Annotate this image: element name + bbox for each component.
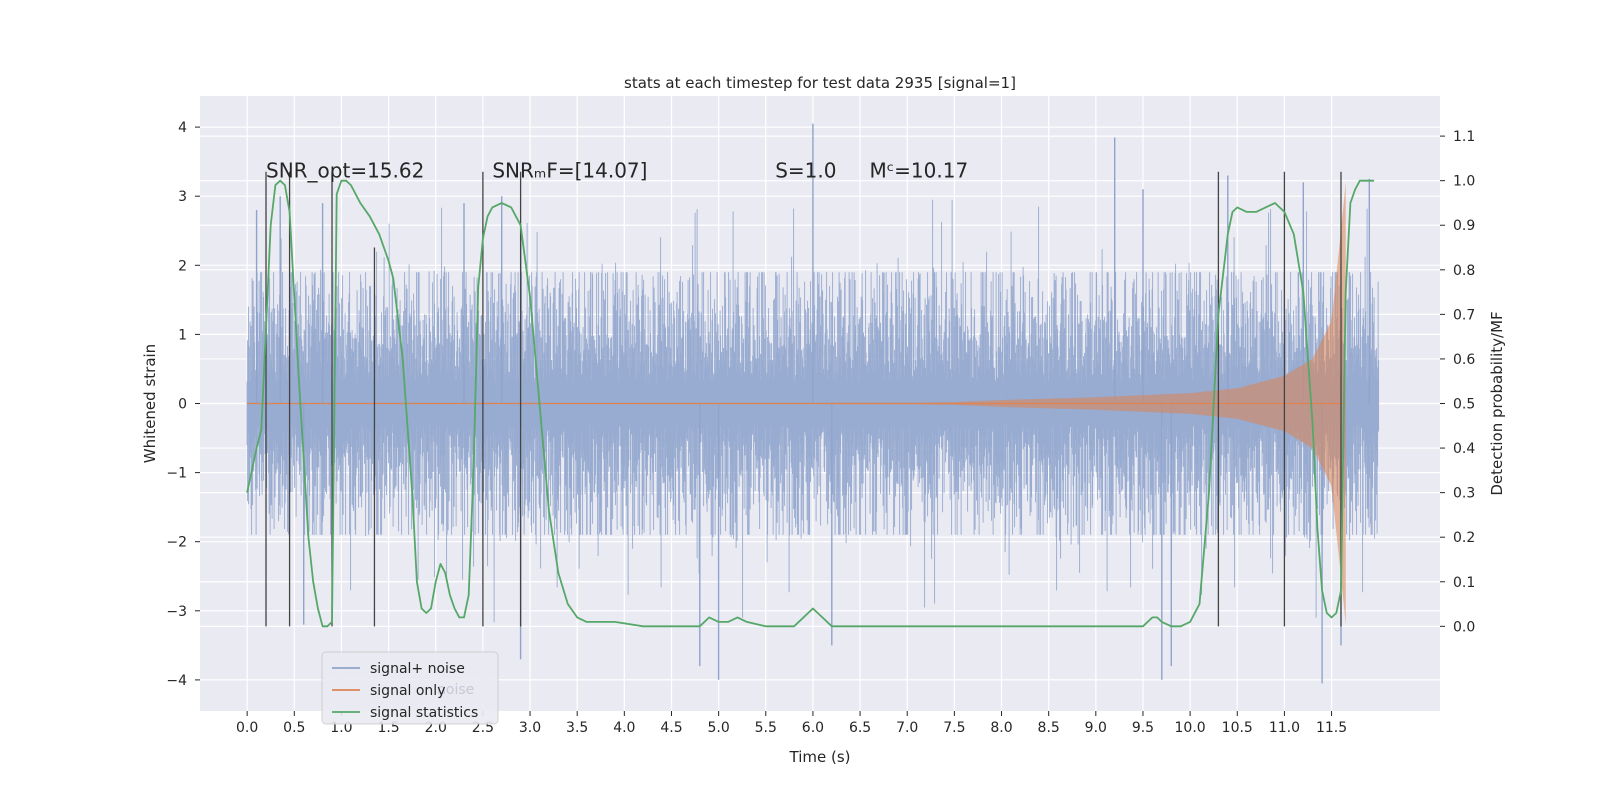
y-tick-label: 4 bbox=[178, 120, 187, 136]
x-tick-label: 9.5 bbox=[1132, 720, 1154, 736]
x-tick-label: 3.5 bbox=[566, 720, 588, 736]
y-axis-label: Whitened strain bbox=[141, 344, 159, 463]
y2-tick-label: 0.7 bbox=[1453, 307, 1475, 323]
y2-tick-label: 0.1 bbox=[1453, 575, 1475, 591]
y2-tick-label: 0.9 bbox=[1453, 218, 1475, 234]
y-tick-label: −4 bbox=[166, 673, 187, 689]
legend-label: signal+ noise bbox=[370, 661, 465, 677]
annotation-text: S=1.0 bbox=[775, 158, 836, 182]
y2-tick-label: 1.0 bbox=[1453, 174, 1475, 190]
y-tick-label: −3 bbox=[166, 604, 187, 620]
annotation-text: SNRₘF=[14.07] bbox=[492, 158, 647, 182]
y-tick-label: −2 bbox=[166, 535, 187, 551]
y2-axis-label: Detection probability/MF bbox=[1488, 311, 1506, 495]
x-tick-label: 7.5 bbox=[943, 720, 965, 736]
y2-tick-label: 0.3 bbox=[1453, 486, 1475, 502]
y-tick-label: 3 bbox=[178, 189, 187, 205]
y-tick-label: 1 bbox=[178, 327, 187, 343]
x-tick-label: 6.5 bbox=[849, 720, 871, 736]
x-tick-label: 6.0 bbox=[802, 720, 824, 736]
x-tick-label: 0.0 bbox=[236, 720, 258, 736]
y-tick-label: −1 bbox=[166, 466, 187, 482]
x-axis: 0.0 0.5 1.0 1.5 2.0 2.5 3.0 3.5 4.0 4.5 5.0 5.5 6.0 6… bbox=[236, 711, 1347, 736]
y2-tick-label: 0.2 bbox=[1453, 530, 1475, 546]
x-tick-label: 11.5 bbox=[1316, 720, 1347, 736]
x-tick-label: 10.5 bbox=[1222, 720, 1253, 736]
y2-tick-label: 1.1 bbox=[1453, 129, 1475, 145]
series-signal-only bbox=[247, 182, 1346, 625]
y2-tick-label: 0.5 bbox=[1453, 397, 1475, 413]
x-tick-label: 8.0 bbox=[990, 720, 1012, 736]
y2-tick-label: 0.0 bbox=[1453, 619, 1475, 635]
annotation-text: SNR_opt=15.62 bbox=[266, 158, 424, 182]
x-tick-label: 7.0 bbox=[896, 720, 918, 736]
y2-axis: 0.0 0.1 0.2 0.3 0.4 0.5 0.6 0.7 0.8 0.9 1.0 1.1 bbox=[1440, 129, 1475, 635]
y-tick-label: 0 bbox=[178, 397, 187, 413]
series-signal-noise bbox=[246, 123, 1380, 684]
x-tick-label: 4.0 bbox=[613, 720, 635, 736]
legend-box bbox=[321, 651, 499, 725]
y2-tick-label: 0.6 bbox=[1453, 352, 1475, 368]
y-tick-label: 2 bbox=[178, 258, 187, 274]
x-axis-label: Time (s) bbox=[789, 748, 851, 766]
x-tick-label: 8.5 bbox=[1038, 720, 1060, 736]
x-tick-label: 3.0 bbox=[519, 720, 541, 736]
x-tick-label: 11.0 bbox=[1269, 720, 1300, 736]
x-tick-label: 0.5 bbox=[283, 720, 305, 736]
legend-label: signal only bbox=[370, 683, 445, 699]
legend-label: signal statistics bbox=[370, 705, 478, 721]
y-axis: −4 −3 −2 −1 0 1 2 3 4 bbox=[166, 120, 200, 689]
x-tick-label: 10.0 bbox=[1175, 720, 1206, 736]
x-tick-label: 5.5 bbox=[755, 720, 777, 736]
annotations: SNR_opt=15.62 SNRₘF=[14.07] S=1.0 Mᶜ=10.17 bbox=[266, 158, 968, 182]
x-tick-label: 4.5 bbox=[660, 720, 682, 736]
series-signal-statistics bbox=[246, 179, 1374, 628]
legend-ghost-text: noise bbox=[437, 682, 474, 698]
chart-title: stats at each timestep for test data 293… bbox=[624, 74, 1016, 92]
x-tick-label: 5.0 bbox=[707, 720, 729, 736]
legend: noise signal+ noise signal only signal stat… bbox=[321, 651, 499, 725]
y2-tick-label: 0.4 bbox=[1453, 441, 1475, 457]
noise-peaks bbox=[255, 123, 1370, 684]
x-tick-label: 9.0 bbox=[1085, 720, 1107, 736]
annotation-text: Mᶜ=10.17 bbox=[870, 158, 969, 182]
y2-tick-label: 0.8 bbox=[1453, 263, 1475, 279]
